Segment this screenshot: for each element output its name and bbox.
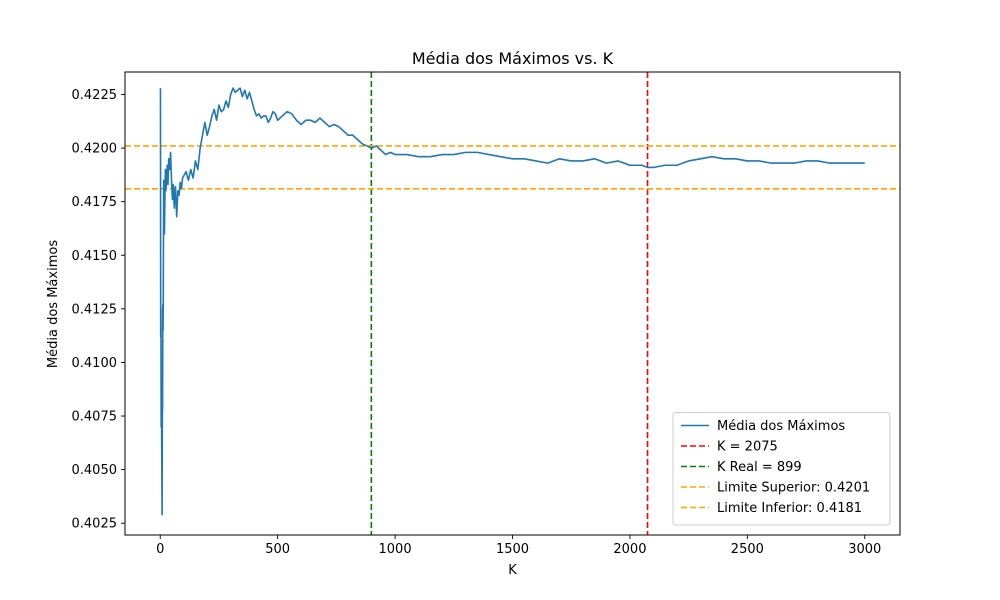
x-axis: 0 500 1000 1500 2000 2500 3000 [156,535,881,557]
plot-series [125,72,900,535]
y-tick-label: 0.4175 [72,195,118,210]
legend-label: Média dos Máximos [717,419,845,434]
y-axis-label: Média dos Máximos [46,240,61,368]
x-axis-label: K [508,563,517,578]
y-tick-label: 0.4200 [72,142,118,157]
y-tick-label: 0.4025 [72,517,118,532]
chart-title: Média dos Máximos vs. K [412,49,614,68]
y-tick-label: 0.4225 [72,88,118,103]
y-tick-label: 0.4125 [72,302,118,317]
x-tick-label: 0 [156,542,164,557]
series-line-media-dos-maximos [159,87,865,516]
y-tick-label: 0.4075 [72,410,118,425]
y-tick-label: 0.4100 [72,356,118,371]
legend-label: K Real = 899 [717,460,802,475]
x-tick-label: 3000 [848,542,881,557]
legend-label: Limite Inferior: 0.4181 [717,501,862,516]
plot-area [125,72,900,535]
x-tick-label: 1500 [496,542,529,557]
x-tick-label: 2500 [731,542,764,557]
y-tick-label: 0.4150 [72,249,118,264]
x-tick-label: 2000 [613,542,646,557]
y-tick-label: 0.4050 [72,463,118,478]
legend: Média dos Máximos K = 2075 K Real = 899 Lim… [672,412,891,526]
legend-label: K = 2075 [717,440,778,455]
x-tick-label: 1000 [379,542,412,557]
y-axis: 0.4025 0.4050 0.4075 0.4100 0.4125 0.4150 0.41… [72,88,125,532]
legend-box [672,412,891,526]
x-tick-label: 500 [265,542,290,557]
plot-frame [124,71,901,536]
legend-label: Limite Superior: 0.4201 [717,481,870,496]
